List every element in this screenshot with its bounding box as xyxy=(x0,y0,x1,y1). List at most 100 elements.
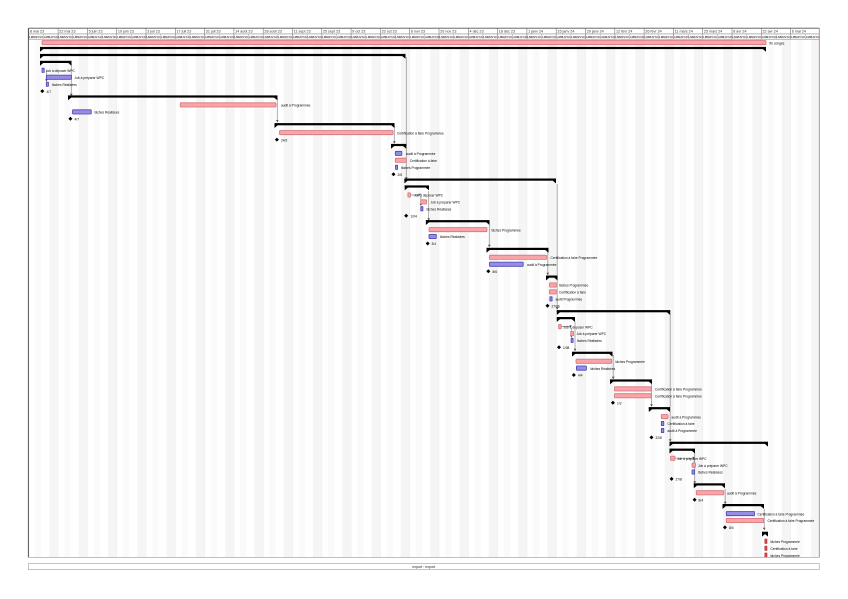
svg-text:SD: SD xyxy=(567,35,572,39)
svg-text:LMMJV: LMMJV xyxy=(132,35,142,39)
svg-text:SD: SD xyxy=(230,35,235,39)
svg-text:SD: SD xyxy=(611,35,616,39)
svg-text:SD: SD xyxy=(450,35,455,39)
svg-text:SD: SD xyxy=(757,35,762,39)
svg-text:31 juil 23: 31 juil 23 xyxy=(206,30,221,34)
svg-text:LMMJV: LMMJV xyxy=(630,35,640,39)
svg-text:LMMJV: LMMJV xyxy=(645,35,655,39)
svg-text:4/7: 4/7 xyxy=(47,90,52,94)
svg-text:tâches Réalisées: tâches Réalisées xyxy=(52,83,77,87)
svg-text:Job à préparer WPC: Job à préparer WPC xyxy=(577,332,607,336)
svg-text:29 janv 24: 29 janv 24 xyxy=(587,30,604,34)
svg-text:LMMJV: LMMJV xyxy=(454,35,464,39)
svg-text:18 déc 23: 18 déc 23 xyxy=(499,30,515,34)
svg-text:audit à Programmée: audit à Programmée xyxy=(406,152,436,156)
svg-text:SD: SD xyxy=(127,35,132,39)
svg-text:LMMJV: LMMJV xyxy=(410,35,420,39)
svg-text:tâches Réalisées: tâches Réalisées xyxy=(95,111,120,115)
svg-text:SD: SD xyxy=(464,35,469,39)
svg-text:SD: SD xyxy=(54,35,59,39)
svg-text:LMMJV: LMMJV xyxy=(351,35,361,39)
svg-text:SD: SD xyxy=(420,35,425,39)
svg-text:SD: SD xyxy=(83,35,88,39)
svg-text:LMMJV: LMMJV xyxy=(293,35,303,39)
svg-text:tâches Programmée: tâches Programmée xyxy=(616,360,645,364)
svg-text:8/4: 8/4 xyxy=(729,526,734,530)
svg-text:tâches Programmée: tâches Programmée xyxy=(771,540,800,544)
svg-text:4 déc 23: 4 déc 23 xyxy=(470,30,484,34)
svg-text:LMMJV: LMMJV xyxy=(527,35,537,39)
svg-text:SD: SD xyxy=(699,35,704,39)
svg-text:LMMJV: LMMJV xyxy=(366,35,376,39)
svg-text:LMMJV: LMMJV xyxy=(439,35,449,39)
svg-text:LMMJV: LMMJV xyxy=(469,35,479,39)
svg-text:22 avr 24: 22 avr 24 xyxy=(763,30,778,34)
svg-text:tâches Réalisées: tâches Réalisées xyxy=(440,235,465,239)
svg-text:Certification à faire Programm: Certification à faire Programmée xyxy=(655,395,702,399)
svg-text:SD: SD xyxy=(801,35,806,39)
svg-text:23 oct 23: 23 oct 23 xyxy=(382,30,397,34)
svg-text:LMMJV: LMMJV xyxy=(601,35,611,39)
svg-text:SD: SD xyxy=(362,35,367,39)
svg-text:LMMJV: LMMJV xyxy=(806,35,816,39)
svg-text:27/06: 27/06 xyxy=(552,305,560,309)
svg-text:LMMJV: LMMJV xyxy=(615,35,625,39)
svg-text:12 févr 24: 12 févr 24 xyxy=(616,30,632,34)
svg-text:Certification à faire: Certification à faire xyxy=(668,422,695,426)
svg-text:LMMJV: LMMJV xyxy=(117,35,127,39)
svg-text:SD: SD xyxy=(215,35,220,39)
svg-text:11 mars 24: 11 mars 24 xyxy=(675,30,693,34)
svg-text:tâches Réalisées: tâches Réalisées xyxy=(591,367,616,371)
svg-text:SD: SD xyxy=(347,35,352,39)
svg-text:LMMJV: LMMJV xyxy=(58,35,68,39)
svg-text:Job à déposer WPC: Job à déposer WPC xyxy=(46,69,76,73)
svg-text:LMMJV: LMMJV xyxy=(146,35,156,39)
svg-text:Certification à faire: Certification à faire xyxy=(771,547,798,551)
svg-text:SD: SD xyxy=(728,35,733,39)
svg-text:SD: SD xyxy=(538,35,543,39)
svg-text:Certification à faire Programm: Certification à faire Programmée xyxy=(397,131,444,135)
svg-text:3 juil 23: 3 juil 23 xyxy=(147,30,160,34)
svg-text:SD: SD xyxy=(171,35,176,39)
svg-text:8/4: 8/4 xyxy=(699,498,704,502)
svg-text:SD: SD xyxy=(552,35,557,39)
svg-text:SD: SD xyxy=(508,35,513,39)
svg-text:LMMJV: LMMJV xyxy=(220,35,230,39)
svg-text:SD: SD xyxy=(244,35,249,39)
svg-text:SD: SD xyxy=(259,35,264,39)
svg-text:4/7: 4/7 xyxy=(75,118,80,122)
svg-text:LMMJV: LMMJV xyxy=(337,35,347,39)
svg-text:SD: SD xyxy=(142,35,147,39)
svg-text:SD: SD xyxy=(157,35,162,39)
svg-text:SD: SD xyxy=(200,35,205,39)
svg-text:11 sept 23: 11 sept 23 xyxy=(294,30,311,34)
svg-text:LMMJV: LMMJV xyxy=(73,35,83,39)
svg-text:4/4: 4/4 xyxy=(578,374,583,378)
svg-text:Certification à faire Programm: Certification à faire Programmée xyxy=(758,512,805,516)
svg-text:LMMJV: LMMJV xyxy=(747,35,757,39)
svg-text:SD: SD xyxy=(596,35,601,39)
svg-text:6 mai 24: 6 mai 24 xyxy=(792,30,806,34)
svg-text:LMMJV: LMMJV xyxy=(498,35,508,39)
svg-text:LMMJV: LMMJV xyxy=(762,35,772,39)
svg-text:SD: SD xyxy=(816,35,821,39)
svg-text:Certification à faire Programm: Certification à faire Programmée xyxy=(655,388,702,392)
svg-text:LMMJV: LMMJV xyxy=(703,35,713,39)
svg-text:LMMJV: LMMJV xyxy=(791,35,801,39)
svg-text:fin congés: fin congés xyxy=(770,41,785,45)
svg-text:tâches Réalisées: tâches Réalisées xyxy=(698,471,723,475)
svg-text:SD: SD xyxy=(787,35,792,39)
svg-text:tâches Réalisées: tâches Réalisées xyxy=(427,208,452,212)
svg-text:5 juin 23: 5 juin 23 xyxy=(89,30,103,34)
svg-text:22 mai 23: 22 mai 23 xyxy=(59,30,75,34)
svg-text:SD: SD xyxy=(523,35,528,39)
svg-text:SD: SD xyxy=(625,35,630,39)
svg-text:LMMJV: LMMJV xyxy=(674,35,684,39)
svg-text:22/8: 22/8 xyxy=(656,436,663,440)
svg-text:Job à déposer WPC: Job à déposer WPC xyxy=(414,194,444,198)
svg-text:LMMJV: LMMJV xyxy=(88,35,98,39)
svg-text:14 août 23: 14 août 23 xyxy=(235,30,252,34)
svg-text:LMMJV: LMMJV xyxy=(278,35,288,39)
svg-text:audit Programmée: audit Programmée xyxy=(556,298,583,302)
svg-text:LMMJV: LMMJV xyxy=(190,35,200,39)
